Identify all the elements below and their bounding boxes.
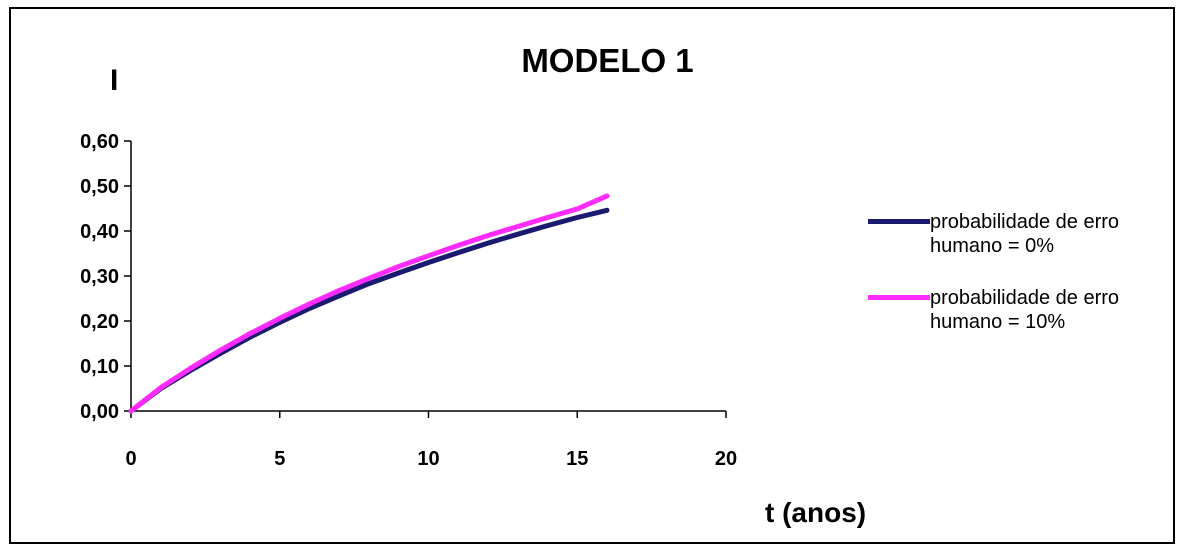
x-tick-label: 10 (417, 448, 439, 470)
y-tick-label: 0,50 (80, 176, 119, 198)
chart-frame (9, 7, 1175, 544)
x-tick-label: 0 (125, 448, 136, 470)
legend-item-series-1: probabilidade de erro humano = 0% (868, 210, 1168, 286)
x-tick-label: 5 (274, 448, 285, 470)
y-tick-label: 0,10 (80, 356, 119, 378)
series-line-1 (128, 207, 610, 414)
x-axis-label: t (anos) (765, 497, 867, 528)
legend-item-series-2: probabilidade de erro humano = 10% (868, 286, 1168, 362)
x-tick-label: 20 (715, 448, 737, 470)
x-tick-label: 15 (566, 448, 588, 470)
y-tick-label: 0,30 (80, 266, 119, 288)
legend: probabilidade de erro humano = 0% probab… (868, 210, 1168, 362)
y-axis-label: I (110, 64, 119, 97)
y-tick-label: 0,40 (80, 221, 119, 243)
legend-swatch-series-2 (868, 295, 930, 300)
series-line-2 (128, 193, 610, 414)
y-tick-label: 0,20 (80, 311, 119, 333)
chart-title: MODELO 1 (521, 42, 694, 79)
legend-label-series-2: probabilidade de erro humano = 10% (930, 287, 1120, 333)
y-tick-label: 0,00 (80, 401, 119, 423)
legend-swatch-series-1 (868, 219, 930, 224)
legend-label-series-1: probabilidade de erro humano = 0% (930, 211, 1120, 257)
y-tick-label: 0,60 (80, 131, 119, 153)
